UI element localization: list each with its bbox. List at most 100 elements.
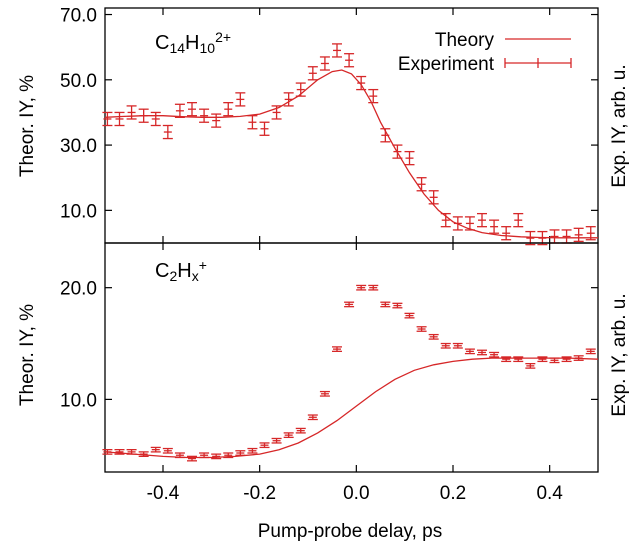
top-data-point [416, 177, 427, 192]
bottom-data-point [102, 449, 113, 455]
bottom-data-point [392, 302, 403, 309]
legend-swatch-experiment [504, 58, 572, 68]
bottom-data-point [440, 342, 451, 349]
top-data-point [174, 103, 185, 118]
bottom-panel-label: C2Hx+ [155, 257, 207, 284]
top-data-point [549, 229, 560, 244]
top-data-point [440, 212, 451, 228]
bottom-data-point [223, 452, 234, 459]
top-panel: C14H102+ Theor. IY, % Exp. IY, arb. u. T… [17, 6, 630, 246]
bottom-y-tick-label: 10.0 [60, 390, 97, 411]
bottom-data-point [162, 447, 173, 454]
top-data-point [138, 108, 149, 123]
bottom-data-point [319, 390, 330, 397]
top-data-point [247, 115, 258, 130]
top-y-tick-label: 70.0 [60, 6, 97, 27]
bottom-data-point [138, 451, 149, 458]
legend-label-experiment: Experiment [398, 54, 495, 75]
bottom-data-point [344, 301, 355, 308]
top-data-point [452, 216, 463, 231]
top-data-point [211, 113, 222, 128]
bottom-data-point [404, 312, 415, 319]
bottom-data-point [356, 284, 367, 291]
bottom-data-point [307, 414, 318, 421]
bottom-data-point [187, 455, 197, 462]
top-data-point [513, 212, 524, 228]
top-data-point [585, 226, 596, 241]
bottom-data-point [271, 437, 282, 444]
top-data-point [295, 82, 306, 97]
top-data-point [223, 102, 234, 117]
bottom-data-point [211, 453, 222, 460]
legend: Theory Experiment [398, 30, 572, 75]
top-data-point [259, 121, 270, 136]
bottom-data-point [585, 348, 596, 355]
top-data-point [380, 128, 391, 143]
top-y-tick-label: 50.0 [60, 71, 97, 92]
bottom-data-point [452, 342, 463, 349]
x-tick-label: -0.2 [243, 483, 276, 504]
top-data-point [404, 150, 415, 166]
bottom-panel: C2Hx+ Theor. IY, % Exp. IY, arb. u. Pump… [17, 242, 630, 542]
bottom-data-point [489, 351, 500, 358]
bottom-data-point [283, 432, 294, 439]
bottom-data-point [235, 450, 246, 456]
bottom-data-point [150, 446, 161, 453]
top-data-point [319, 56, 330, 71]
top-data-point [368, 88, 379, 104]
top-data-point [126, 105, 137, 120]
bottom-data-point [464, 348, 475, 355]
top-data-point [332, 43, 342, 58]
bottom-data-point [295, 427, 306, 434]
bottom-data-point [573, 355, 584, 361]
bottom-data-point [126, 449, 137, 455]
bottom-data-point [114, 449, 125, 455]
x-tick-label: 0.4 [536, 483, 563, 504]
top-y-axis-label: Theor. IY, % [17, 75, 38, 177]
bottom-data-point [525, 362, 536, 369]
bottom-y-tick-label: 20.0 [60, 279, 97, 300]
top-y2-axis-label: Exp. IY, arb. u. [609, 64, 630, 187]
top-data-point [561, 229, 572, 244]
top-data-point [392, 144, 403, 159]
top-data-point [356, 75, 367, 91]
bottom-data-point [199, 452, 210, 459]
top-data-point [102, 111, 113, 127]
top-data-point [150, 111, 161, 127]
top-data-point [307, 66, 318, 81]
x-axis-label: Pump-probe delay, ps [258, 521, 442, 542]
top-data-point [162, 124, 173, 140]
top-y-tick-label: 30.0 [60, 136, 97, 157]
bottom-data-point [477, 349, 487, 356]
top-data-point [235, 92, 246, 107]
top-data-point [573, 227, 584, 243]
top-data-point [344, 53, 355, 68]
bottom-data-point [174, 452, 185, 459]
x-tick-label: -0.4 [147, 483, 180, 504]
bottom-y-axis-label: Theor. IY, % [17, 304, 38, 406]
bottom-data-point [332, 346, 342, 353]
top-data-point [271, 105, 282, 120]
top-data-point [428, 190, 439, 205]
top-data-point [464, 216, 475, 231]
bottom-data-point [416, 326, 427, 332]
top-series-theory-line [104, 69, 598, 239]
bottom-data-point [561, 356, 572, 363]
top-data-point [114, 111, 125, 127]
top-data-point [199, 108, 210, 123]
bottom-plot-frame [104, 242, 599, 473]
bottom-data-point [368, 284, 379, 291]
x-tick-label: 0.0 [343, 483, 369, 504]
x-tick-label: 0.2 [440, 483, 466, 504]
top-panel-label: C14H102+ [155, 29, 231, 56]
bottom-data-point [537, 356, 548, 363]
bottom-data-point [549, 357, 560, 364]
bottom-y2-axis-label: Exp. IY, arb. u. [609, 293, 630, 416]
bottom-data-point [501, 356, 512, 363]
bottom-data-point [428, 333, 439, 340]
top-data-point [489, 219, 500, 234]
top-y-tick-label: 10.0 [60, 201, 97, 222]
bottom-series-theory-line [104, 357, 599, 459]
bottom-data-point [259, 442, 270, 449]
